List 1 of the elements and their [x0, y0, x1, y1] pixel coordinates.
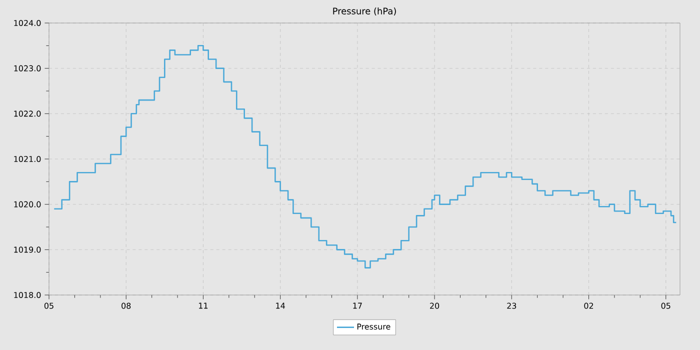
chart-title: Pressure (hPa)	[333, 8, 396, 16]
